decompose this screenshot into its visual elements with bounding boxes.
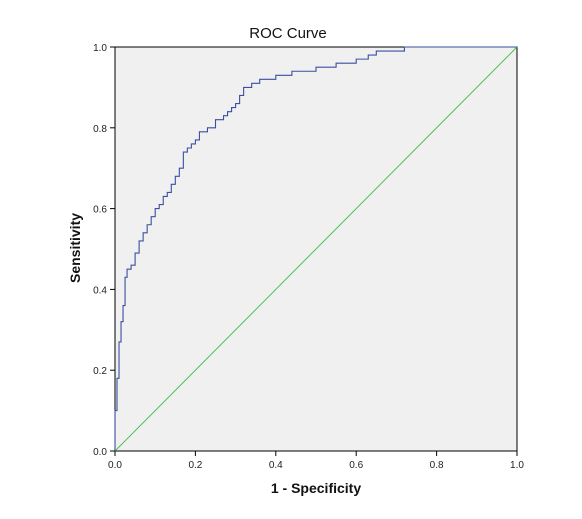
y-tick-label: 1.0: [93, 43, 107, 54]
x-tick-label: 0.0: [108, 460, 122, 471]
y-tick-label: 0.8: [93, 124, 107, 135]
roc-curve-layer: [114, 46, 517, 451]
x-tick-label: 0.8: [430, 460, 444, 471]
ticks-layer: 0.0 0.2 0.4 0.6 0.8 1.0 0.0 0.2 0.4 0.6 0.8 1.0: [93, 43, 524, 471]
x-axis-title: 1 - Specificity: [271, 480, 361, 496]
x-tick-label: 0.6: [349, 460, 363, 471]
x-tick-label: 0.2: [188, 460, 202, 471]
reference-diagonal-line: [114, 46, 518, 452]
y-tick-label: 0.4: [93, 285, 107, 296]
y-tick-label: 0.2: [93, 366, 107, 377]
chart-title: ROC Curve: [249, 25, 327, 42]
x-tick-label: 1.0: [510, 460, 524, 471]
roc-curve-line: [114, 46, 517, 451]
reference-line-layer: [114, 46, 518, 452]
y-tick-label: 0.0: [93, 447, 107, 458]
y-axis-title: Sensitivity: [67, 213, 83, 283]
y-tick-label: 0.6: [93, 205, 107, 216]
x-tick-label: 0.4: [269, 460, 283, 471]
